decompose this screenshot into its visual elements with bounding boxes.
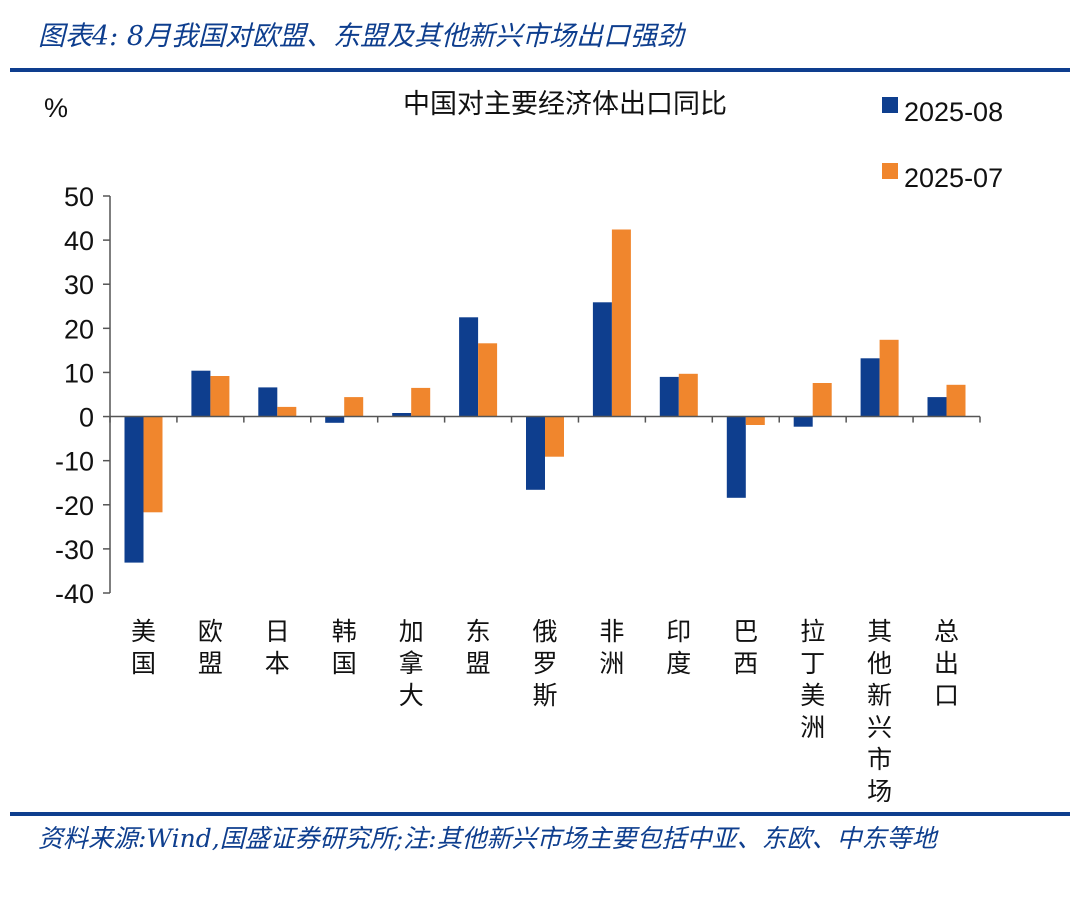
category-label: 日本 xyxy=(265,617,290,678)
bar-s1 xyxy=(726,416,746,498)
bar-s1 xyxy=(459,317,479,417)
category-label: 东盟 xyxy=(466,617,491,678)
bar-s2 xyxy=(812,383,832,417)
bar-s2 xyxy=(678,373,698,417)
bar-s1 xyxy=(793,416,813,427)
bar-s1 xyxy=(392,413,412,417)
category-label: 欧盟 xyxy=(198,617,223,678)
bar-s2 xyxy=(545,416,564,457)
bar-s2 xyxy=(210,376,230,417)
bar-s1 xyxy=(526,416,545,490)
y-tick-label: -10 xyxy=(55,447,94,477)
bar-s2 xyxy=(277,406,297,417)
bar-s1 xyxy=(659,376,679,417)
y-tick-label: 40 xyxy=(64,226,94,256)
category-label: 总出口 xyxy=(934,617,959,710)
top-rule xyxy=(10,68,1070,72)
y-tick-label: -30 xyxy=(55,535,94,565)
bar-s2 xyxy=(611,229,631,417)
bar-s1 xyxy=(325,416,345,423)
y-tick-label: -40 xyxy=(55,579,94,609)
category-label: 拉丁美洲 xyxy=(800,617,825,742)
bar-s2 xyxy=(946,384,966,417)
bar-s1 xyxy=(927,397,947,417)
bar-s1 xyxy=(124,416,144,563)
chart-title: 中国对主要经济体出口同比 xyxy=(403,89,727,120)
bar-s1 xyxy=(592,302,612,417)
y-tick-label: 20 xyxy=(64,314,94,344)
category-label: 非洲 xyxy=(599,617,624,678)
legend-label: 2025-08 xyxy=(904,97,1003,127)
category-label: 美国 xyxy=(131,617,156,678)
bar-s2 xyxy=(411,387,431,417)
figure-title: 图表4: 8月我国对欧盟、东盟及其他新兴市场出口强劲 xyxy=(38,21,685,52)
bar-s2 xyxy=(143,416,163,513)
y-tick-label: 50 xyxy=(64,182,94,212)
bar-s1 xyxy=(258,387,278,417)
y-tick-label: 0 xyxy=(79,403,94,433)
category-label: 俄罗斯 xyxy=(532,617,557,710)
y-tick-label: -20 xyxy=(55,491,94,521)
category-label: 其他新兴市场 xyxy=(867,617,892,806)
y-axis-unit-label: % xyxy=(44,93,68,123)
bar-s2 xyxy=(478,343,498,417)
category-label: 韩国 xyxy=(332,617,357,678)
legend-label: 2025-07 xyxy=(904,163,1003,193)
bar-s1 xyxy=(860,358,880,417)
category-label: 印度 xyxy=(666,617,691,678)
source-note: 资料来源:Wind,国盛证券研究所;注:其他新兴市场主要包括中亚、东欧、中东等地 xyxy=(38,824,937,853)
bar-s2 xyxy=(879,339,899,417)
category-label: 巴西 xyxy=(733,617,758,678)
category-label: 加拿大 xyxy=(399,617,424,710)
bar-s2 xyxy=(344,397,364,417)
bottom-rule xyxy=(10,812,1070,816)
y-tick-label: 10 xyxy=(64,358,94,388)
y-tick-label: 30 xyxy=(64,270,94,300)
bar-s2 xyxy=(745,416,765,425)
bar-chart: 中国对主要经济体出口同比 % 50 40 30 20 10 0 -10 -20 -30 -40 美国… xyxy=(44,89,1003,806)
legend-swatch xyxy=(882,97,898,113)
bar-s1 xyxy=(191,370,211,417)
legend-swatch xyxy=(882,163,898,179)
